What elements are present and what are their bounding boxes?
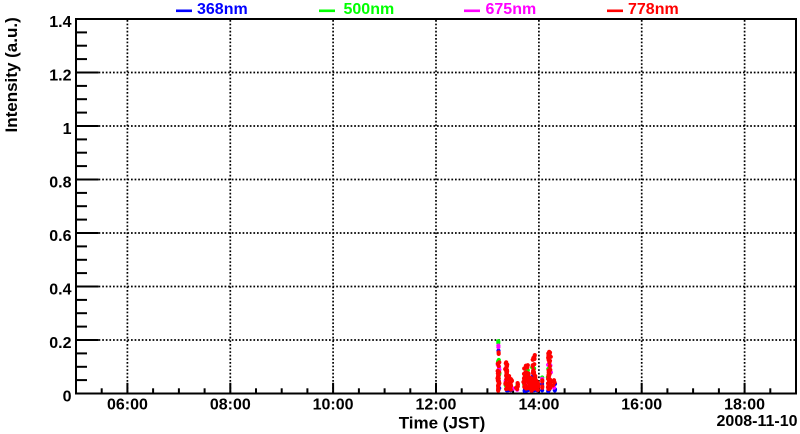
- svg-text:18:00: 18:00: [724, 396, 765, 413]
- svg-text:500nm: 500nm: [344, 1, 395, 18]
- svg-text:0.4: 0.4: [49, 281, 71, 298]
- svg-text:0.6: 0.6: [49, 228, 71, 245]
- svg-text:778nm: 778nm: [628, 1, 679, 18]
- svg-text:16:00: 16:00: [621, 396, 662, 413]
- svg-text:06:00: 06:00: [107, 396, 148, 413]
- svg-text:0.8: 0.8: [49, 174, 71, 191]
- svg-text:14:00: 14:00: [518, 396, 559, 413]
- svg-text:0: 0: [63, 388, 72, 405]
- svg-text:675nm: 675nm: [486, 1, 537, 18]
- svg-text:08:00: 08:00: [210, 396, 251, 413]
- svg-text:10:00: 10:00: [313, 396, 354, 413]
- svg-text:0.2: 0.2: [49, 335, 71, 352]
- svg-text:Intensity (a.u.): Intensity (a.u.): [2, 17, 21, 132]
- svg-text:2008-11-10: 2008-11-10: [717, 413, 798, 430]
- svg-text:1.2: 1.2: [49, 67, 71, 84]
- svg-text:Time (JST): Time (JST): [399, 414, 486, 433]
- svg-text:1: 1: [63, 121, 72, 138]
- svg-text:1.4: 1.4: [49, 14, 71, 31]
- svg-text:368nm: 368nm: [197, 1, 248, 18]
- svg-text:12:00: 12:00: [416, 396, 457, 413]
